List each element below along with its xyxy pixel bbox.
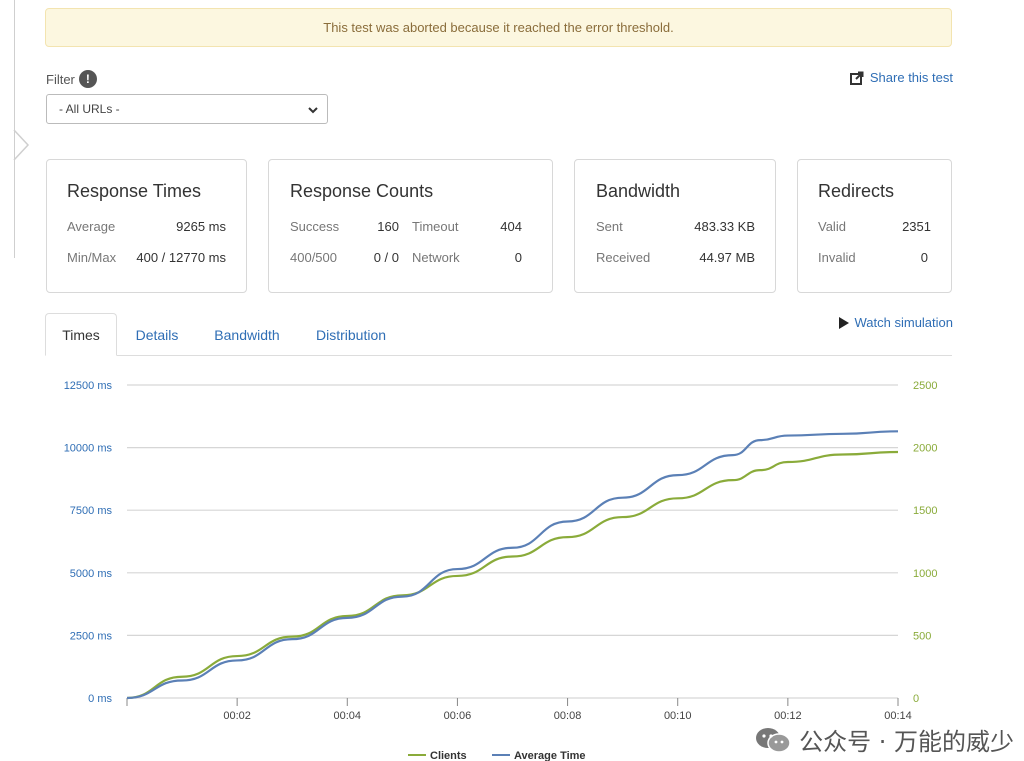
average-label: Average [67,219,116,234]
y-left-tick-label: 5000 ms [70,568,113,580]
y-right-tick-label: 2500 [913,380,937,392]
watch-simulation-link[interactable]: Watch simulation [838,315,954,330]
url-filter-select[interactable]: - All URLs - [46,94,328,124]
tab-times[interactable]: Times [45,313,117,356]
y-right-tick-label: 2000 [913,443,937,455]
success-label: Success [290,219,340,234]
chart-tabs: Times Details Bandwidth Distribution [45,313,952,356]
chevron-down-icon [308,107,318,114]
network-label: Network [412,250,460,265]
y-right-tick-label: 0 [913,693,919,705]
play-icon [838,316,849,329]
y-right-tick-label: 500 [913,630,931,642]
tab-label: Distribution [315,326,387,343]
x-tick-label: 00:12 [774,710,802,722]
watermark-text: 公众号 · 万能的威少 [799,728,1014,756]
errors-value: 0 / 0 [373,250,399,265]
sidebar-collapse-icon[interactable] [12,128,32,162]
received-value: 44.97 MB [699,250,755,265]
filter-label: Filter ! [46,70,97,88]
x-tick-label: 00:02 [223,710,251,722]
left-border-rule [14,0,15,258]
x-tick-label: 00:06 [444,710,472,722]
invalid-value: 0 [920,250,928,265]
y-left-tick-label: 10000 ms [64,443,113,455]
share-test-link[interactable]: Share this test [849,70,953,85]
tab-details[interactable]: Details [125,313,189,356]
watch-simulation-label: Watch simulation [854,315,954,330]
share-icon [849,71,864,85]
wechat-icon [756,727,791,753]
error-threshold-alert: This test was aborted because it reached… [45,8,952,47]
minmax-value: 400 / 12770 ms [136,250,226,265]
timeout-value: 404 [500,219,522,234]
y-left-tick-label: 7500 ms [70,505,113,517]
tab-label: Details [135,326,179,343]
redirects-card: Redirects Valid 2351 Invalid 0 [797,159,952,293]
response-times-card: Response Times Average 9265 ms Min/Max 4… [46,159,247,293]
y-right-tick-label: 1000 [913,568,937,580]
sent-value: 483.33 KB [694,219,755,234]
received-label: Received [596,250,651,265]
help-icon[interactable]: ! [78,70,97,88]
card-title: Response Times [67,181,202,201]
x-tick-label: 00:08 [554,710,582,722]
card-title: Response Counts [290,181,434,201]
filter-label-text: Filter [46,71,75,87]
tab-label: Bandwidth [214,326,280,343]
sent-label: Sent [596,219,623,234]
y-left-tick-label: 12500 ms [64,380,113,392]
watermark: 公众号 · 万能的威少 [755,722,1014,757]
x-tick-label: 00:04 [334,710,362,722]
y-left-tick-label: 0 ms [88,693,112,705]
tab-label: Times [62,326,100,343]
x-tick-label: 00:10 [664,710,692,722]
clients-series-line [126,450,899,700]
invalid-label: Invalid [818,250,856,265]
legend-label-average-time: Average Time [514,750,586,761]
errors-label: 400/500 [290,250,337,265]
minmax-label: Min/Max [67,250,117,265]
average-time-series-line [126,430,899,700]
x-tick-label: 00:14 [884,710,912,722]
legend-label-clients: Clients [430,750,467,761]
y-left-tick-label: 2500 ms [70,630,113,642]
network-value: 0 [514,250,522,265]
card-title: Bandwidth [596,181,681,201]
bandwidth-card: Bandwidth Sent 483.33 KB Received 44.97 … [574,159,776,293]
tab-bandwidth[interactable]: Bandwidth [205,313,289,356]
alert-message: This test was aborted because it reached… [323,20,674,35]
tab-distribution[interactable]: Distribution [307,313,395,356]
timeout-label: Timeout [412,219,459,234]
card-title: Redirects [818,181,895,201]
valid-value: 2351 [902,219,931,234]
response-counts-card: Response Counts Success 160 Timeout 404 … [268,159,553,293]
success-value: 160 [377,219,399,234]
url-filter-selected: - All URLs - [59,102,120,116]
y-right-tick-label: 1500 [913,505,937,517]
average-value: 9265 ms [176,219,226,234]
share-link-label: Share this test [869,70,953,85]
valid-label: Valid [818,219,846,234]
